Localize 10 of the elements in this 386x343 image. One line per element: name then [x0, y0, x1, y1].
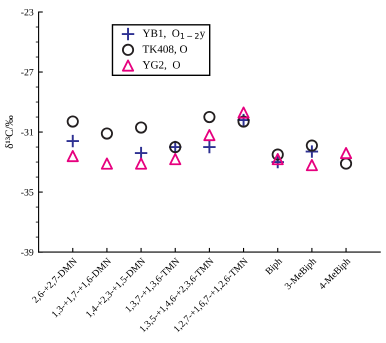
y-tick-label: -39 [21, 249, 34, 256]
x-tick-label: Biph [264, 257, 284, 276]
y-tick-label: -31 [21, 128, 34, 136]
y-tick-label: -23 [21, 8, 34, 16]
y-tick-label: -27 [21, 68, 34, 76]
legend-label: TK408, O [142, 45, 188, 54]
legend-label: YG2, O [142, 61, 180, 70]
y-tick-label: -35 [21, 189, 34, 196]
legend-label: YB1, O$_{1−2}$y [142, 30, 206, 40]
y-axis-title: δ¹³C/‰ [5, 116, 14, 148]
